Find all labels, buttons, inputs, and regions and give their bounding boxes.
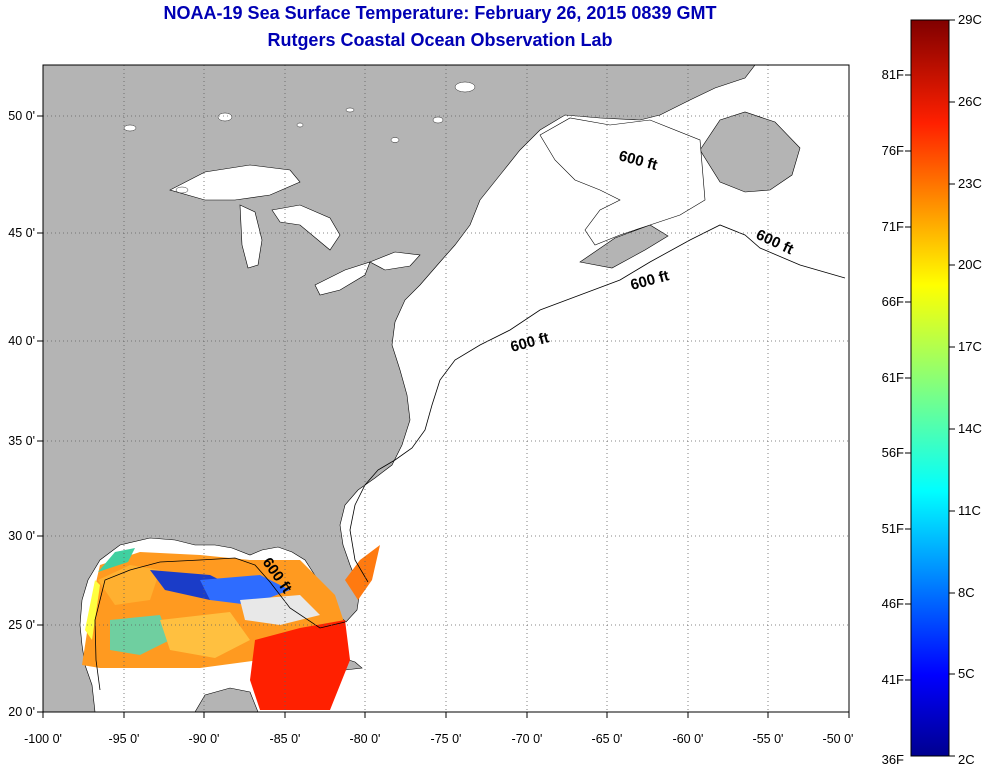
celsius-label: 23C: [958, 176, 982, 191]
lon-label: -85 0': [270, 732, 301, 746]
sst-swath: [82, 545, 380, 710]
lon-label: -80 0': [350, 732, 381, 746]
y-axis-labels: 20 0' 25 0' 30 0' 35 0' 40 0' 45 0' 50 0…: [8, 109, 35, 719]
fahrenheit-label: 61F: [882, 370, 904, 385]
celsius-label: 5C: [958, 666, 975, 681]
celsius-label: 14C: [958, 421, 982, 436]
celsius-label: 11C: [958, 503, 981, 518]
colorbar-ticks: [905, 19, 955, 757]
fahrenheit-label: 71F: [882, 219, 904, 234]
lat-label: 25 0': [8, 618, 35, 632]
small-lakes: [123, 81, 476, 194]
lat-label: 20 0': [8, 705, 35, 719]
x-axis-ticks: [42, 712, 850, 718]
colorbar-celsius-labels: 29C 26C 23C 20C 17C 14C 11C 8C 5C 2C: [958, 12, 982, 767]
map-subtitle: Rutgers Coastal Ocean Observation Lab: [267, 30, 613, 50]
lat-label: 30 0': [8, 529, 35, 543]
lat-label: 45 0': [8, 226, 35, 240]
celsius-label: 2C: [958, 752, 975, 767]
fahrenheit-label: 56F: [882, 445, 904, 460]
fahrenheit-label: 81F: [882, 67, 904, 82]
lon-label: -100 0': [24, 732, 62, 746]
fahrenheit-label: 41F: [882, 672, 904, 687]
colorbar-fahrenheit-labels: 81F 76F 71F 66F 61F 56F 51F 46F 41F 36F: [882, 67, 904, 767]
celsius-label: 26C: [958, 94, 982, 109]
land-yucatan: [194, 687, 259, 712]
lon-label: -90 0': [189, 732, 220, 746]
lon-label: -95 0': [109, 732, 140, 746]
fahrenheit-label: 51F: [882, 521, 904, 536]
celsius-label: 8C: [958, 585, 975, 600]
land-nova-scotia: [579, 224, 669, 269]
lon-label: -50 0': [823, 732, 854, 746]
celsius-label: 20C: [958, 257, 982, 272]
map-title: NOAA-19 Sea Surface Temperature: Februar…: [163, 3, 717, 23]
lat-label: 40 0': [8, 334, 35, 348]
lon-label: -75 0': [431, 732, 462, 746]
y-axis-ticks: [37, 115, 43, 713]
lon-label: -70 0': [512, 732, 543, 746]
x-axis-labels: -100 0' -95 0' -90 0' -85 0' -80 0' -75 …: [24, 732, 853, 746]
lat-label: 50 0': [8, 109, 35, 123]
lon-label: -55 0': [753, 732, 784, 746]
gulf-of-st-lawrence: [539, 117, 706, 246]
depth-contour-600ft: [94, 224, 846, 691]
land-newfoundland: [699, 111, 801, 193]
celsius-label: 17C: [958, 339, 982, 354]
fahrenheit-label: 36F: [882, 752, 904, 767]
colorbar: [910, 19, 950, 757]
land-north-america: [43, 65, 756, 712]
lat-label: 35 0': [8, 434, 35, 448]
celsius-label: 29C: [958, 12, 982, 27]
fahrenheit-label: 66F: [882, 294, 904, 309]
fahrenheit-label: 46F: [882, 596, 904, 611]
fahrenheit-label: 76F: [882, 143, 904, 158]
lon-label: -60 0': [673, 732, 704, 746]
lon-label: -65 0': [592, 732, 623, 746]
great-lakes: [169, 164, 421, 296]
